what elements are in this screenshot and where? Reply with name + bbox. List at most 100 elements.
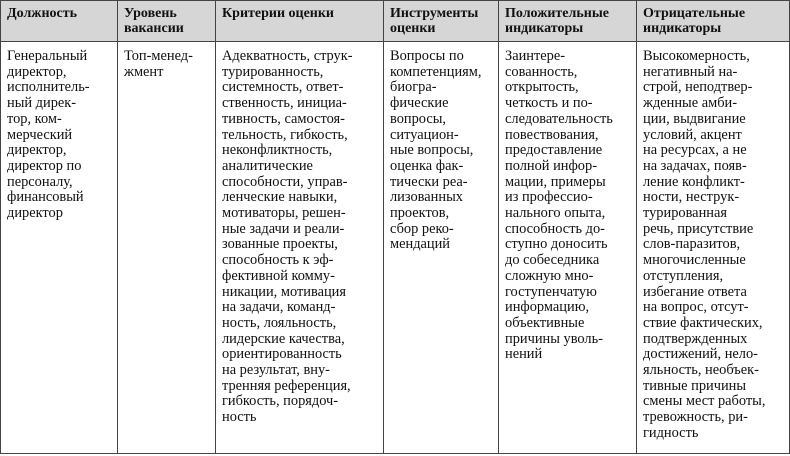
cell-line: информацию, xyxy=(505,299,590,316)
cell-line: Положительные xyxy=(505,6,609,21)
cell-line: гибкость, порядоч- xyxy=(222,393,339,410)
table-cell: Адекватность, струк-турированность, систе… xyxy=(215,41,384,454)
cell-line: ность, лояльность, xyxy=(222,314,337,331)
cell-line: четкость и по- xyxy=(505,95,593,112)
cell-line: способности, управ- xyxy=(222,173,348,190)
header-cell: Положительные индикаторы xyxy=(498,0,637,42)
cell-line: директор xyxy=(7,205,63,222)
cell-line: на вопрос, отсут- xyxy=(643,299,749,316)
cell-line: биогра- xyxy=(390,79,437,96)
cell-line: ные задачи и реали- xyxy=(222,220,345,237)
cell-line: открытость, xyxy=(505,79,579,96)
header-cell: Уровень вакансии xyxy=(117,0,216,42)
cell-line: Уровень xyxy=(124,6,177,21)
cell-line: проектов, xyxy=(390,205,450,222)
cell-line: лизованных xyxy=(390,189,463,206)
cell-line: неконфликтность, xyxy=(222,142,333,159)
cell-line: Критерии оценки xyxy=(222,6,334,21)
cell-line: вопросы, xyxy=(390,110,446,127)
cell-line: фические xyxy=(390,95,449,112)
cell-line: ствие фактических, xyxy=(643,314,763,331)
cell-line: аналитические xyxy=(222,157,313,174)
cell-line: жденные амби- xyxy=(643,95,738,112)
cell-line: персоналу, xyxy=(7,173,73,190)
cell-line: следовательность xyxy=(505,110,613,127)
cell-line: многочисленные xyxy=(643,252,746,269)
cell-line: объективные xyxy=(505,314,585,331)
table-cell: Топ-менед-жмент xyxy=(117,41,216,454)
cell-line: строй, неподтвер- xyxy=(643,79,753,96)
cell-line: ориентированность xyxy=(222,346,342,363)
table-cell: Вопросы по компетенциям, биогра-фические во… xyxy=(383,41,499,454)
cell-line: тор, ком- xyxy=(7,110,62,127)
header-row: Должность Уровень вакансии Критерии оценки И… xyxy=(0,0,790,42)
cell-line: тивность, самостоя- xyxy=(222,110,345,127)
cell-line: до собеседника xyxy=(505,252,600,269)
cell-line: достижений, нело- xyxy=(643,346,758,363)
cell-line: Высокомерность, xyxy=(643,48,750,64)
cell-line: мации, примеры xyxy=(505,173,606,190)
cell-line: повествования, xyxy=(505,126,599,143)
cell-line: директор, xyxy=(7,63,67,80)
cell-line: вакансии xyxy=(124,21,184,36)
cell-line: оценка фак- xyxy=(390,157,464,174)
cell-line: яльность, необъек- xyxy=(643,362,759,379)
cell-line: ление конфликт- xyxy=(643,173,745,190)
cell-line: способность до- xyxy=(505,220,605,237)
cell-line: полной инфор- xyxy=(505,157,597,174)
cell-line: слов-паразитов, xyxy=(643,236,741,253)
cell-line: негативный на- xyxy=(643,63,738,80)
cell-line: ции, выдвигание xyxy=(643,110,746,127)
header-cell: Критерии оценки xyxy=(215,0,384,42)
cell-line: тренняя референция, xyxy=(222,377,351,394)
cell-line: на результат, вну- xyxy=(222,362,330,379)
cell-line: индикаторы xyxy=(643,21,722,36)
cell-line: гоступенчатую xyxy=(505,283,597,300)
table-body: Генеральный директор, исполнитель-ный дире… xyxy=(0,41,790,454)
cell-line: директор, xyxy=(7,142,67,159)
cell-line: Адекватность, струк- xyxy=(222,48,353,64)
cell-line: ленческие навыки, xyxy=(222,189,338,206)
cell-line: ный дирек- xyxy=(7,95,77,112)
cell-line: ственность, инициа- xyxy=(222,95,347,112)
table-cell: Высокомерность, негативный на-строй, непо… xyxy=(636,41,790,454)
cell-line: на ресурсах, а не xyxy=(643,142,747,159)
cell-line: сложную мно- xyxy=(505,267,594,284)
cell-line: отступления, xyxy=(643,267,724,284)
cell-line: никации, мотивация xyxy=(222,283,346,300)
cell-line: смены мест работы, xyxy=(643,393,766,410)
cell-line: ность xyxy=(222,409,257,426)
cell-line: нального опыта, xyxy=(505,205,606,222)
cell-line: сбор реко- xyxy=(390,220,454,237)
cell-line: на задачах, появ- xyxy=(643,157,747,174)
cell-line: турированная xyxy=(643,205,727,222)
header-cell: Должность xyxy=(0,0,118,42)
cell-line: мерческий xyxy=(7,126,73,143)
cell-line: жмент xyxy=(124,63,164,80)
cell-line: ности, неструк- xyxy=(643,189,740,206)
cell-line: фективной комму- xyxy=(222,267,335,284)
table-cell: Генеральный директор, исполнитель-ный дире… xyxy=(0,41,118,454)
cell-line: предоставление xyxy=(505,142,603,159)
cell-line: тивные причины xyxy=(643,377,747,394)
cell-line: лидерские качества, xyxy=(222,330,345,347)
cell-line: системность, ответ- xyxy=(222,79,344,96)
header-cell: Инструменты оценки xyxy=(383,0,499,42)
cell-line: избегание ответа xyxy=(643,283,747,300)
cell-line: компетенциям, xyxy=(390,63,482,80)
cell-line: зованные проекты, xyxy=(222,236,338,253)
cell-line: мендаций xyxy=(390,236,451,253)
table-row: Генеральный директор, исполнитель-ный дире… xyxy=(0,41,790,454)
cell-line: тревожность, ри- xyxy=(643,409,748,426)
cell-line: гидность xyxy=(643,424,699,441)
cell-line: условий, акцент xyxy=(643,126,742,143)
cell-line: исполнитель- xyxy=(7,79,90,96)
cell-line: турированность, xyxy=(222,63,324,80)
cell-line: тически реа- xyxy=(390,173,468,190)
cell-line: сованность, xyxy=(505,63,578,80)
cell-line: на задачи, команд- xyxy=(222,299,336,316)
cell-line: Должность xyxy=(7,6,78,21)
cell-line: оценки xyxy=(390,21,436,36)
cell-line: тельность, гибкость, xyxy=(222,126,348,143)
